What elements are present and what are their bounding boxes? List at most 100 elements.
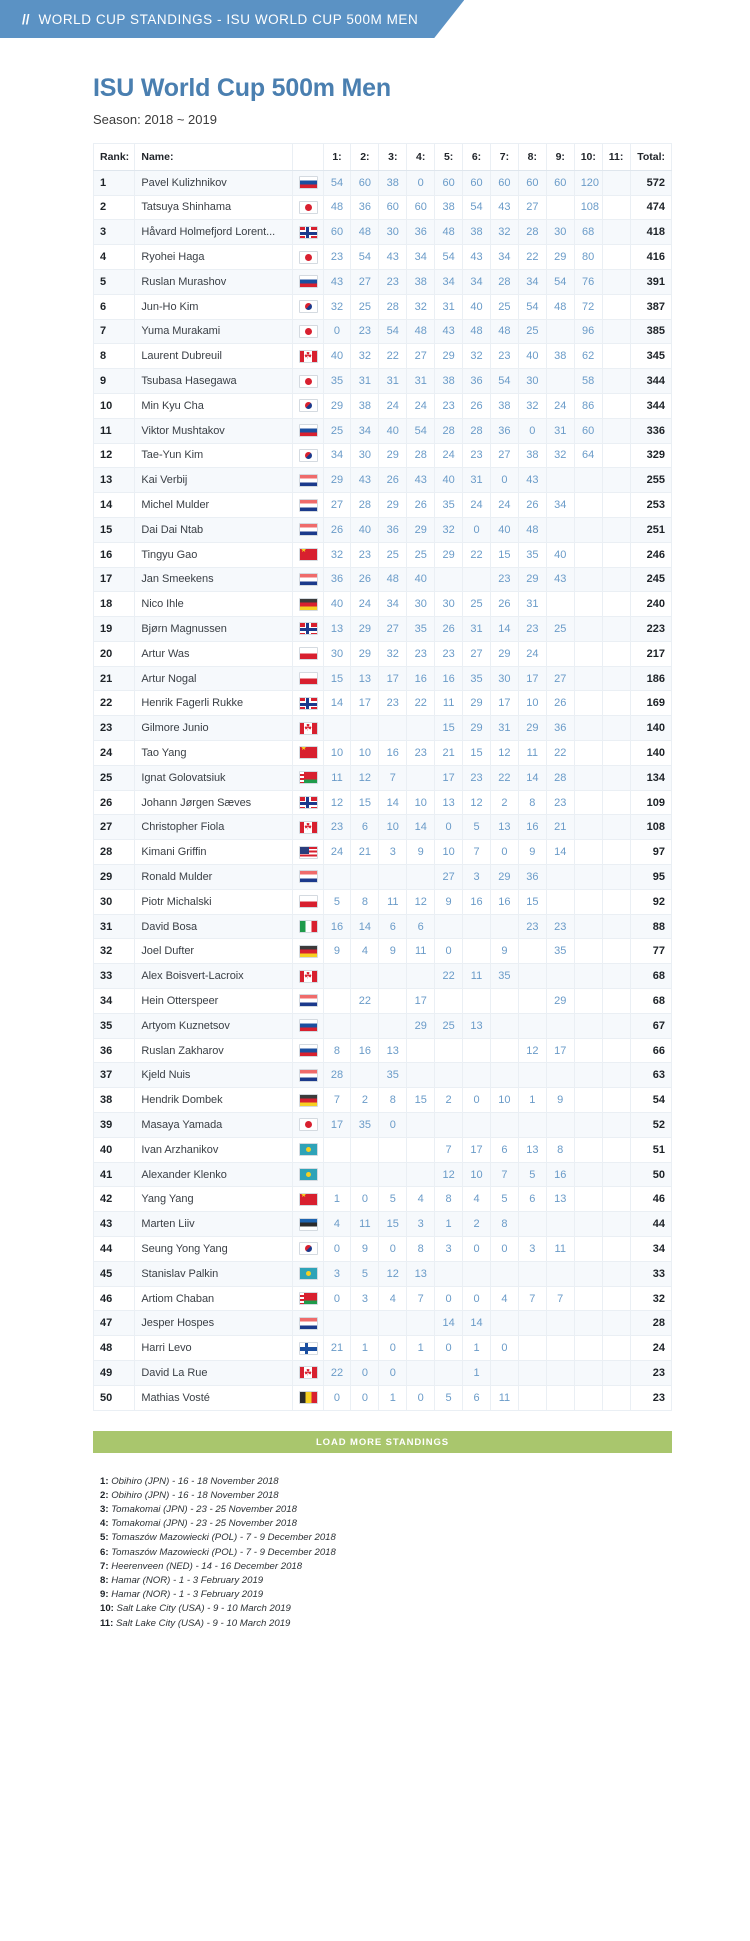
cell-athlete-name[interactable]: Tae-Yun Kim [134,442,293,469]
table-row[interactable]: 46 Artiom Chaban 0 3 4 7 0 0 4 7 7 32 [92,1285,672,1312]
cell-athlete-name[interactable]: Ivan Arzhanikov [134,1136,293,1163]
table-row[interactable]: 18 Nico Ihle 40 24 34 30 30 25 26 31 240 [92,591,672,618]
col-header-r2[interactable]: 2: [350,142,380,171]
table-row[interactable]: 2 Tatsuya Shinhama 48 36 60 60 38 54 43 27 108 474 [92,194,672,221]
cell-athlete-name[interactable]: Stanislav Palkin [134,1260,293,1287]
cell-athlete-name[interactable]: Min Kyu Cha [134,392,293,419]
cell-athlete-name[interactable]: David La Rue [134,1360,293,1386]
cell-athlete-name[interactable]: Alex Boisvert-Lacroix [134,963,293,990]
cell-athlete-name[interactable]: Joel Dufter [134,938,293,965]
table-row[interactable]: 7 Yuma Murakami 0 23 54 48 43 48 48 25 96 385 [92,318,672,345]
cell-athlete-name[interactable]: Michel Mulder [134,492,293,518]
col-header-r10[interactable]: 10: [573,142,603,171]
cell-athlete-name[interactable]: Tatsuya Shinhama [134,194,293,221]
cell-athlete-name[interactable]: Tao Yang [134,740,293,766]
col-header-r8[interactable]: 8: [517,142,547,171]
table-row[interactable]: 28 Kimani Griffin 24 21 3 9 10 7 0 9 14 97 [92,839,672,866]
cell-athlete-name[interactable]: Jesper Hospes [134,1310,293,1337]
col-header-name[interactable]: Name: [134,142,293,171]
table-row[interactable]: 33 Alex Boisvert-Lacroix ☘ 22 11 35 68 [92,963,672,990]
table-row[interactable]: 25 Ignat Golovatsiuk 11 12 7 17 23 22 14 28 134 [92,764,672,791]
table-row[interactable]: 30 Piotr Michalski 5 8 11 12 9 16 16 15 92 [92,888,672,915]
col-header-r1[interactable]: 1: [322,142,352,171]
cell-athlete-name[interactable]: Hein Otterspeer [134,988,293,1014]
table-row[interactable]: 15 Dai Dai Ntab 26 40 36 29 32 0 40 48 251 [92,516,672,543]
cell-athlete-name[interactable]: Tingyu Gao [134,541,293,568]
table-row[interactable]: 9 Tsubasa Hasegawa 35 31 31 31 38 36 54 30 58 344 [92,368,672,394]
col-header-r11[interactable]: 11: [601,142,631,171]
table-row[interactable]: 14 Michel Mulder 27 28 29 26 35 24 24 26 34 253 [92,492,672,518]
cell-athlete-name[interactable]: Jun-Ho Kim [134,293,293,320]
cell-athlete-name[interactable]: Laurent Dubreuil [134,343,293,370]
table-row[interactable]: 22 Henrik Fagerli Rukke 14 17 23 22 11 29 17 10 26… [92,690,672,717]
table-row[interactable]: 43 Marten Liiv 4 11 15 3 1 2 8 44 [92,1211,672,1238]
table-row[interactable]: 11 Viktor Mushtakov 25 34 40 54 28 28 36 0 31 60 336 [92,417,672,444]
cell-athlete-name[interactable]: Marten Liiv [134,1211,293,1238]
table-row[interactable]: 29 Ronald Mulder 27 3 29 36 95 [92,864,672,890]
cell-athlete-name[interactable]: Yuma Murakami [134,318,293,345]
table-row[interactable]: 31 David Bosa 16 14 6 6 23 23 88 [92,913,672,940]
table-row[interactable]: 47 Jesper Hospes 14 14 28 [92,1310,672,1337]
cell-athlete-name[interactable]: Ruslan Zakharov [134,1037,293,1064]
table-row[interactable]: 27 Christopher Fiola ☘ 23 6 10 14 0 5 13 16 21 108 [92,814,672,841]
table-row[interactable]: 12 Tae-Yun Kim 34 30 29 28 24 23 27 38 32 64 329 [92,442,672,469]
cell-athlete-name[interactable]: Piotr Michalski [134,888,293,915]
col-header-r9[interactable]: 9: [545,142,575,171]
cell-athlete-name[interactable]: Kimani Griffin [134,839,293,866]
table-row[interactable]: 37 Kjeld Nuis 28 35 63 [92,1062,672,1089]
table-row[interactable]: 45 Stanislav Palkin 3 5 12 13 33 [92,1260,672,1287]
table-row[interactable]: 32 Joel Dufter 9 4 9 11 0 9 35 77 [92,938,672,965]
table-row[interactable]: 36 Ruslan Zakharov 8 16 13 12 17 66 [92,1037,672,1064]
table-row[interactable]: 40 Ivan Arzhanikov 7 17 6 13 8 51 [92,1136,672,1163]
table-row[interactable]: 48 Harri Levo 21 1 0 1 0 1 0 24 [92,1335,672,1361]
cell-athlete-name[interactable]: Hendrik Dombek [134,1087,293,1114]
cell-athlete-name[interactable]: Henrik Fagerli Rukke [134,690,293,717]
table-row[interactable]: 20 Artur Was 30 29 32 23 23 27 29 24 217 [92,640,672,667]
cell-athlete-name[interactable]: Artur Was [134,640,293,667]
table-row[interactable]: 6 Jun-Ho Kim 32 25 28 32 31 40 25 54 48 72 387 [92,293,672,320]
table-row[interactable]: 49 David La Rue ☘ 22 0 0 1 23 [92,1360,672,1386]
col-header-rank[interactable]: Rank: [92,142,136,171]
table-row[interactable]: 35 Artyom Kuznetsov 29 25 13 67 [92,1012,672,1039]
col-header-r4[interactable]: 4: [406,142,436,171]
table-row[interactable]: 4 Ryohei Haga 23 54 43 34 54 43 34 22 29 80 416 [92,244,672,270]
table-row[interactable]: 34 Hein Otterspeer 22 17 29 68 [92,988,672,1014]
col-header-r6[interactable]: 6: [462,142,491,171]
table-row[interactable]: 44 Seung Yong Yang 0 9 0 8 3 0 0 3 11 34 [92,1236,672,1262]
cell-athlete-name[interactable]: Jan Smeekens [134,566,293,593]
cell-athlete-name[interactable]: Masaya Yamada [134,1112,293,1138]
cell-athlete-name[interactable]: Ryohei Haga [134,244,293,270]
cell-athlete-name[interactable]: David Bosa [134,913,293,940]
cell-athlete-name[interactable]: Kai Verbij [134,467,293,494]
cell-athlete-name[interactable]: Bjørn Magnussen [134,616,293,642]
table-row[interactable]: 38 Hendrik Dombek 7 2 8 15 2 0 10 1 9 54 [92,1087,672,1114]
cell-athlete-name[interactable]: Seung Yong Yang [134,1236,293,1262]
cell-athlete-name[interactable]: Ruslan Murashov [134,268,293,295]
col-header-r5[interactable]: 5: [434,142,464,171]
table-row[interactable]: 50 Mathias Vosté 0 0 1 0 5 6 11 23 [92,1384,672,1411]
cell-athlete-name[interactable]: Christopher Fiola [134,814,293,841]
cell-athlete-name[interactable]: Johann Jørgen Sæves [134,789,293,816]
table-row[interactable]: 41 Alexander Klenko 12 10 7 5 16 50 [92,1161,672,1188]
cell-athlete-name[interactable]: Artur Nogal [134,665,293,692]
table-row[interactable]: 8 Laurent Dubreuil ☘ 40 32 22 27 29 32 23 40 38 62 34… [92,343,672,370]
cell-athlete-name[interactable]: Ronald Mulder [134,864,293,890]
cell-athlete-name[interactable]: Yang Yang [134,1186,293,1213]
cell-athlete-name[interactable]: Artiom Chaban [134,1285,293,1312]
table-row[interactable]: 39 Masaya Yamada 17 35 0 52 [92,1112,672,1138]
table-row[interactable]: 21 Artur Nogal 15 13 17 16 16 35 30 17 27 186 [92,665,672,692]
cell-athlete-name[interactable]: Dai Dai Ntab [134,516,293,543]
col-header-r3[interactable]: 3: [378,142,408,171]
col-header-r7[interactable]: 7: [489,142,519,171]
table-row[interactable]: 17 Jan Smeekens 36 26 48 40 23 29 43 245 [92,566,672,593]
cell-athlete-name[interactable]: Mathias Vosté [134,1384,293,1411]
cell-athlete-name[interactable]: Tsubasa Hasegawa [134,368,293,394]
cell-athlete-name[interactable]: Gilmore Junio [134,715,293,742]
table-row[interactable]: 10 Min Kyu Cha 29 38 24 24 23 26 38 32 24 86 344 [92,392,672,419]
cell-athlete-name[interactable]: Viktor Mushtakov [134,417,293,444]
cell-athlete-name[interactable]: Alexander Klenko [134,1161,293,1188]
cell-athlete-name[interactable]: Kjeld Nuis [134,1062,293,1089]
load-more-standings-button[interactable]: LOAD MORE STANDINGS [93,1430,672,1453]
